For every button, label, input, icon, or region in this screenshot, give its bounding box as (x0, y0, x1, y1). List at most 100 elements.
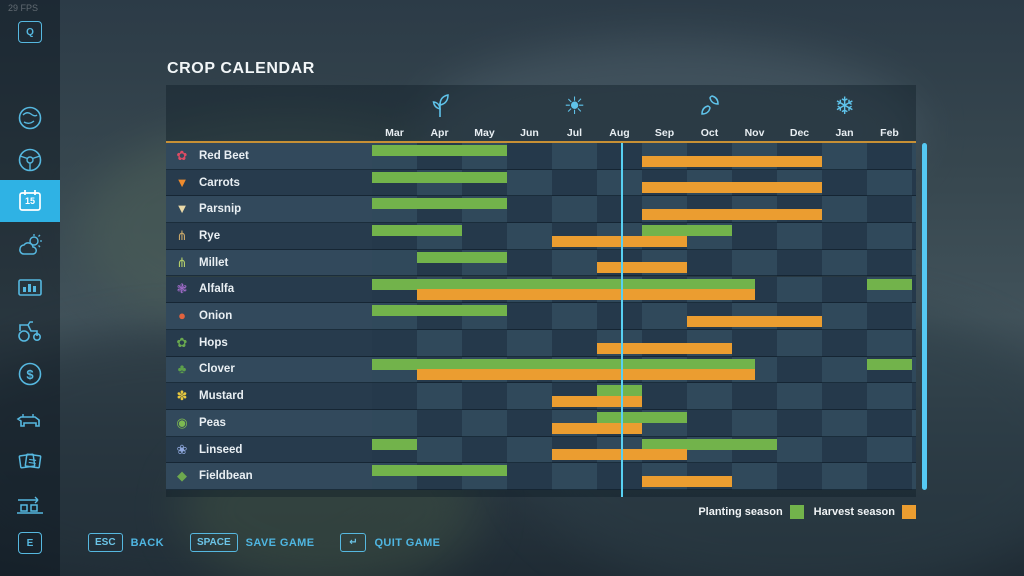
harvest-season-bar (642, 209, 822, 221)
grid-cell (867, 196, 912, 224)
grid-cell (822, 410, 867, 437)
month-label-feb: Feb (880, 127, 899, 139)
month-label-apr: Apr (430, 127, 449, 139)
crop-name-label: Onion (199, 310, 233, 323)
sidebar-item-statistics[interactable] (0, 267, 60, 309)
crop-name-cell: ◆ Fieldbean (166, 463, 372, 491)
grid-cell (822, 196, 867, 224)
harvest-season-bar (642, 155, 822, 167)
crop-icon-carrots: ▼ (175, 174, 189, 190)
grid-cell (822, 249, 867, 277)
grid-cell (912, 223, 916, 250)
grid-cell (597, 303, 642, 330)
grid-cell (507, 329, 552, 357)
back-button[interactable]: ESC BACK (88, 533, 164, 552)
planting-season-bar (372, 278, 755, 290)
statistics-icon (18, 279, 42, 296)
sidebar-item-keycap-q[interactable]: Q (0, 11, 60, 53)
crop-calendar-panel: ☀ ❄ Mar Apr May Jun Jul Aug Sep Oct Nov Dec Jan Feb … (166, 85, 916, 497)
sidebar-item-vehicles[interactable] (0, 139, 60, 181)
crop-name-label: Clover (199, 363, 235, 376)
legend-swatch (789, 505, 804, 519)
grid-cell (822, 303, 867, 330)
grid-cell (867, 249, 912, 277)
crop-name-cell: ⋔ Millet (166, 249, 372, 277)
sidebar-item-finances[interactable]: $ (0, 353, 60, 395)
grid-cell (462, 436, 507, 464)
crop-name-label: Linseed (199, 443, 243, 456)
crop-name-cell: ✽ Mustard (166, 383, 372, 410)
grid-cell (822, 356, 867, 384)
save-game-button[interactable]: SPACE SAVE GAME (189, 533, 315, 552)
grid-cell (912, 249, 916, 277)
grid-cell (552, 143, 597, 170)
legend-label: Harvest season (813, 506, 895, 518)
planting-season-bar (417, 251, 507, 263)
map-globe-icon (18, 106, 42, 130)
legend-item: Harvest season (814, 505, 916, 519)
grid-cell (507, 410, 552, 437)
crop-name-cell: ▼ Carrots (166, 169, 372, 197)
contracts-icon (18, 453, 42, 469)
sidebar-item-calendar[interactable]: 15 (0, 180, 60, 222)
finances-icon: $ (18, 362, 42, 386)
harvest-season-bar (597, 342, 732, 354)
grid-cell (597, 463, 642, 491)
crop-row-mustard: ✽ Mustard (166, 383, 916, 410)
grid-cell (642, 303, 687, 330)
harvest-season-bar (552, 422, 642, 434)
sidebar-item-animals[interactable] (0, 399, 60, 441)
grid-cell (822, 169, 867, 197)
sidebar-item-map[interactable] (0, 97, 60, 139)
grid-cell (597, 169, 642, 197)
sidebar-item-production-chains[interactable] (0, 484, 60, 526)
crop-name-label: Alfalfa (199, 283, 235, 296)
grid-cell (462, 223, 507, 250)
grid-cell (507, 196, 552, 224)
month-label-oct: Oct (700, 127, 719, 139)
grid-cell (417, 329, 462, 357)
grid-cell (867, 436, 912, 464)
vertical-scrollbar[interactable] (922, 143, 927, 491)
planting-season-bar (372, 305, 507, 317)
e-key-icon: E (18, 532, 42, 554)
steering-wheel-icon (18, 148, 42, 172)
planting-season-bar (597, 385, 642, 397)
planting-season-bar (597, 412, 687, 423)
planting-season-bar (372, 171, 507, 183)
grid-cell (732, 223, 777, 250)
grid-cell (372, 410, 417, 437)
planting-season-bar (372, 145, 507, 156)
grid-cell (822, 383, 867, 410)
grid-cell (867, 410, 912, 437)
planting-season-bar (372, 225, 462, 237)
planting-season-bar (372, 358, 755, 370)
grid-cell (777, 276, 822, 304)
grid-cell (912, 410, 916, 437)
q-key-icon: Q (18, 21, 42, 43)
crop-name-label: Fieldbean (199, 470, 253, 483)
grid-cell (507, 169, 552, 197)
crop-icon-millet: ⋔ (176, 254, 188, 270)
crop-name-label: Hops (199, 336, 228, 349)
quit-game-button[interactable]: ↵ QUIT GAME (340, 533, 440, 552)
grid-cell (867, 169, 912, 197)
crop-name-cell: ▼ Parsnip (166, 196, 372, 224)
current-day-indicator (620, 143, 623, 498)
grid-cell (912, 356, 916, 384)
sidebar-item-weather[interactable] (0, 223, 60, 265)
crop-name-cell: ⋔ Rye (166, 223, 372, 250)
crop-row-fieldbean: ◆ Fieldbean (166, 463, 916, 491)
crop-name-label: Carrots (199, 176, 240, 189)
planting-season-bar (867, 278, 912, 290)
sidebar-item-garage[interactable] (0, 310, 60, 352)
harvest-season-bar (642, 476, 732, 488)
grid-cell (867, 383, 912, 410)
grid-cell (552, 329, 597, 357)
crop-row-clover: ♣ Clover (166, 356, 916, 384)
planting-season-bar (372, 198, 507, 210)
sidebar-item-contracts[interactable] (0, 440, 60, 482)
grid-cell (597, 143, 642, 170)
sidebar-item-keycap-e[interactable]: E (0, 522, 60, 564)
grid-cell (867, 329, 912, 357)
